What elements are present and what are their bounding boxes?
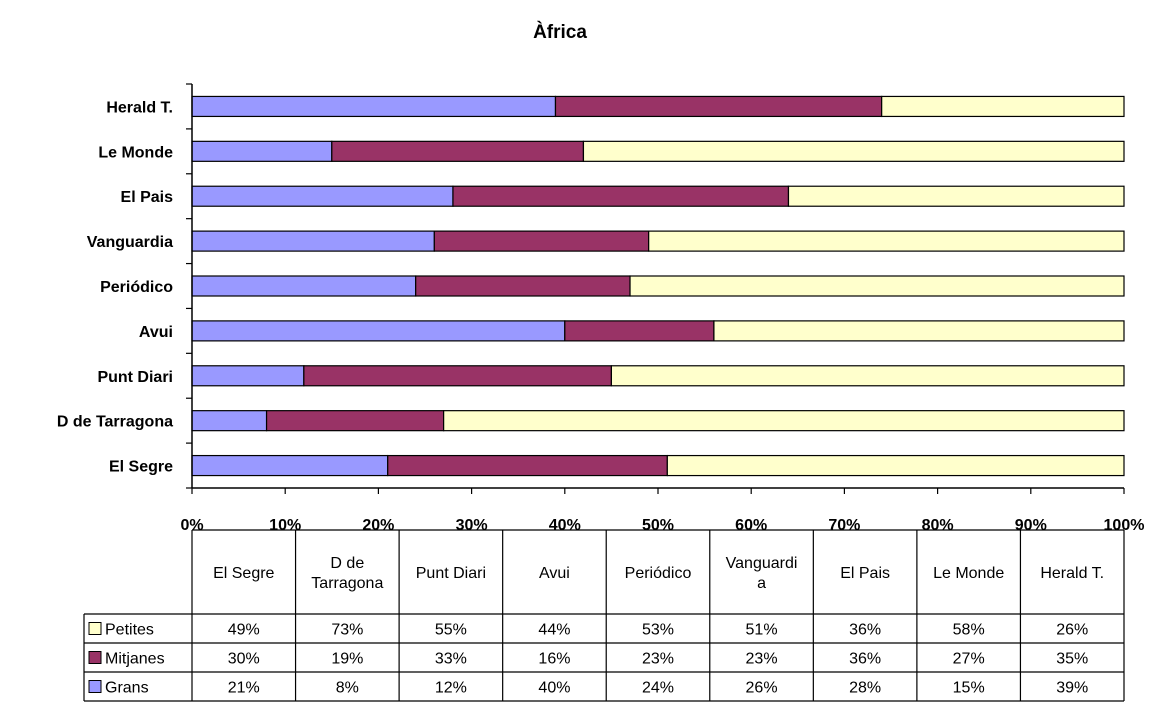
- category-label: D de Tarragona: [57, 414, 173, 431]
- bar-segment-grans-8: [191, 95, 557, 118]
- table-column-header: Le Monde: [933, 565, 1004, 582]
- table-cell-value: 53%: [642, 622, 674, 639]
- bar-segment-grans-7: [191, 140, 333, 162]
- x-tick-label: 70%: [828, 517, 860, 534]
- x-tick-label: 80%: [922, 517, 954, 534]
- legend-label: Petites: [105, 622, 154, 639]
- legend-key-petites: [88, 622, 102, 635]
- x-tick-label: 60%: [735, 517, 767, 534]
- bar-segment-grans-3: [191, 320, 566, 342]
- bar-segment-petites-7: [582, 140, 1125, 162]
- table-cell-value: 12%: [435, 680, 467, 697]
- table-column-header: Vanguardi: [726, 555, 798, 572]
- bar-segment-petites-3: [713, 320, 1125, 342]
- table-cell-value: 26%: [1056, 622, 1088, 639]
- bar-segment-petites-4: [629, 275, 1125, 297]
- table-cell-value: 26%: [746, 680, 778, 697]
- table-column-header: D de: [330, 555, 364, 572]
- table-cell-value: 8%: [336, 680, 359, 697]
- bar-segment-mitjanes-7: [331, 140, 585, 162]
- category-label: Herald T.: [106, 99, 173, 116]
- bar-segment-mitjanes-1: [265, 410, 445, 432]
- table-column-header: a: [757, 575, 766, 592]
- bars-layer: [191, 95, 1125, 477]
- bar-segment-petites-5: [648, 230, 1125, 252]
- table-column-header: Tarragona: [311, 575, 383, 592]
- chart-title: Àfrica: [533, 21, 587, 43]
- table-cell-value: 28%: [849, 680, 881, 697]
- table-cell-value: 73%: [331, 622, 363, 639]
- x-tick-label: 40%: [549, 517, 581, 534]
- category-label: Punt Diari: [97, 369, 173, 386]
- bar-segment-grans-6: [191, 185, 454, 207]
- bar-segment-grans-5: [191, 230, 435, 252]
- x-tick-label: 90%: [1015, 517, 1047, 534]
- category-label: El Segre: [109, 459, 173, 476]
- table-cell-value: 49%: [228, 622, 260, 639]
- bar-segment-grans-0: [191, 454, 389, 477]
- category-label: Periódico: [100, 279, 173, 296]
- legend-key-grans: [88, 680, 102, 693]
- bar-segment-petites-1: [443, 410, 1125, 432]
- category-label: Avui: [139, 324, 173, 341]
- x-tick-label: 30%: [456, 517, 488, 534]
- bar-segment-grans-2: [191, 365, 305, 387]
- table-cell-value: 15%: [953, 680, 985, 697]
- table-column-header: Avui: [539, 565, 570, 582]
- x-tick-label: 50%: [642, 517, 674, 534]
- table-cell-value: 36%: [849, 651, 881, 668]
- bar-segment-petites-8: [881, 95, 1125, 118]
- bar-segment-grans-1: [191, 410, 268, 432]
- bar-segment-mitjanes-0: [387, 454, 668, 477]
- data-table: El Segre D de Tarragona Punt Diari Avui Perió…: [83, 529, 1125, 702]
- category-label: El Pais: [121, 189, 174, 206]
- table-column-header: Periódico: [625, 565, 692, 582]
- bar-segment-petites-6: [787, 185, 1125, 207]
- table-cell-value: 24%: [642, 680, 674, 697]
- bar-segment-grans-4: [191, 275, 417, 297]
- table-cell-value: 36%: [849, 622, 881, 639]
- legend-label: Grans: [105, 680, 149, 697]
- bar-segment-mitjanes-5: [433, 230, 650, 252]
- table-cell-value: 27%: [953, 651, 985, 668]
- table-cell-value: 33%: [435, 651, 467, 668]
- table-cell-value: 58%: [953, 622, 985, 639]
- table-column-header: Herald T.: [1040, 565, 1104, 582]
- bar-segment-mitjanes-6: [452, 185, 790, 207]
- bar-segment-mitjanes-3: [564, 320, 715, 342]
- bar-segment-mitjanes-4: [415, 275, 631, 297]
- legend-key-mitjanes: [88, 651, 102, 664]
- table-cell-value: 55%: [435, 622, 467, 639]
- table-cell-value: 35%: [1056, 651, 1088, 668]
- table-cell-value: 19%: [331, 651, 363, 668]
- bar-segment-petites-2: [610, 365, 1125, 387]
- table-cell-value: 23%: [746, 651, 778, 668]
- bar-segment-mitjanes-8: [554, 95, 883, 118]
- table-column-header: Punt Diari: [416, 565, 486, 582]
- table-cell-value: 51%: [746, 622, 778, 639]
- table-cell-value: 39%: [1056, 680, 1088, 697]
- table-cell-value: 40%: [538, 680, 570, 697]
- table-cell-value: 21%: [228, 680, 260, 697]
- bar-segment-mitjanes-2: [303, 365, 612, 387]
- legend-label: Mitjanes: [105, 651, 165, 668]
- category-label: Le Monde: [98, 144, 173, 161]
- table-column-header: El Segre: [213, 565, 274, 582]
- table-cell-value: 30%: [228, 651, 260, 668]
- table-cell-value: 44%: [538, 622, 570, 639]
- table-column-header: El Pais: [840, 565, 890, 582]
- table-cell-value: 16%: [538, 651, 570, 668]
- category-label: Vanguardia: [87, 234, 173, 251]
- x-tick-label: 20%: [362, 517, 394, 534]
- x-tick-label: 10%: [269, 517, 301, 534]
- bar-segment-petites-0: [666, 454, 1125, 477]
- table-cell-value: 23%: [642, 651, 674, 668]
